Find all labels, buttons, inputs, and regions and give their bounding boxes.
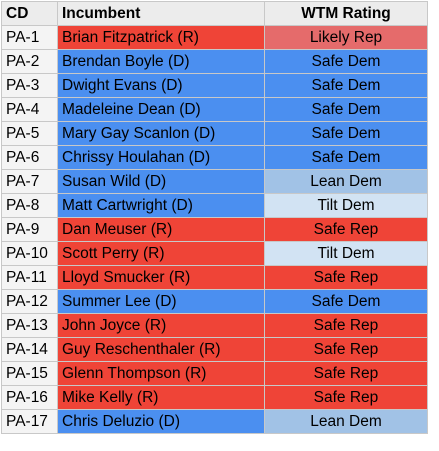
- incumbent-cell: Susan Wild (D): [57, 169, 265, 194]
- table-row: PA-7 Susan Wild (D) Lean Dem: [1, 169, 428, 194]
- incumbent-cell: Lloyd Smucker (R): [57, 265, 265, 290]
- district-cell: PA-15: [1, 361, 58, 386]
- incumbent-cell: Glenn Thompson (R): [57, 361, 265, 386]
- header-incumbent: Incumbent: [57, 1, 265, 26]
- table-row: PA-2 Brendan Boyle (D) Safe Dem: [1, 49, 428, 74]
- district-cell: PA-13: [1, 313, 58, 338]
- rating-cell: Safe Rep: [264, 337, 428, 362]
- table-row: PA-4 Madeleine Dean (D) Safe Dem: [1, 97, 428, 122]
- incumbent-cell: Brian Fitzpatrick (R): [57, 25, 265, 50]
- district-cell: PA-2: [1, 49, 58, 74]
- table-row: PA-1 Brian Fitzpatrick (R) Likely Rep: [1, 25, 428, 50]
- district-cell: PA-5: [1, 121, 58, 146]
- table-row: PA-14 Guy Reschenthaler (R) Safe Rep: [1, 337, 428, 362]
- table-row: PA-10 Scott Perry (R) Tilt Dem: [1, 241, 428, 266]
- rating-cell: Safe Dem: [264, 73, 428, 98]
- rating-cell: Safe Rep: [264, 217, 428, 242]
- incumbent-cell: Mike Kelly (R): [57, 385, 265, 410]
- rating-cell: Safe Rep: [264, 313, 428, 338]
- table-row: PA-11 Lloyd Smucker (R) Safe Rep: [1, 265, 428, 290]
- district-cell: PA-1: [1, 25, 58, 50]
- district-cell: PA-7: [1, 169, 58, 194]
- rating-cell: Safe Dem: [264, 97, 428, 122]
- rating-cell: Tilt Dem: [264, 241, 428, 266]
- district-cell: PA-11: [1, 265, 58, 290]
- incumbent-cell: Brendan Boyle (D): [57, 49, 265, 74]
- rating-cell: Safe Dem: [264, 49, 428, 74]
- header-cd: CD: [1, 1, 58, 26]
- table-row: PA-17 Chris Deluzio (D) Lean Dem: [1, 409, 428, 434]
- district-cell: PA-8: [1, 193, 58, 218]
- district-cell: PA-6: [1, 145, 58, 170]
- header-row: CD Incumbent WTM Rating: [1, 1, 428, 26]
- rating-cell: Likely Rep: [264, 25, 428, 50]
- incumbent-cell: Dwight Evans (D): [57, 73, 265, 98]
- table-row: PA-15 Glenn Thompson (R) Safe Rep: [1, 361, 428, 386]
- rating-cell: Safe Rep: [264, 265, 428, 290]
- rating-cell: Safe Rep: [264, 361, 428, 386]
- table-row: PA-16 Mike Kelly (R) Safe Rep: [1, 385, 428, 410]
- district-cell: PA-9: [1, 217, 58, 242]
- table-row: PA-9 Dan Meuser (R) Safe Rep: [1, 217, 428, 242]
- rating-cell: Safe Dem: [264, 145, 428, 170]
- rating-cell: Lean Dem: [264, 409, 428, 434]
- incumbent-cell: Mary Gay Scanlon (D): [57, 121, 265, 146]
- table-body: PA-1 Brian Fitzpatrick (R) Likely Rep PA-2 B…: [1, 25, 428, 434]
- table-row: PA-13 John Joyce (R) Safe Rep: [1, 313, 428, 338]
- header-rating: WTM Rating: [264, 1, 428, 26]
- district-cell: PA-17: [1, 409, 58, 434]
- incumbent-cell: Chrissy Houlahan (D): [57, 145, 265, 170]
- incumbent-cell: Matt Cartwright (D): [57, 193, 265, 218]
- table-row: PA-6 Chrissy Houlahan (D) Safe Dem: [1, 145, 428, 170]
- table-row: PA-3 Dwight Evans (D) Safe Dem: [1, 73, 428, 98]
- rating-cell: Safe Rep: [264, 385, 428, 410]
- district-cell: PA-12: [1, 289, 58, 314]
- incumbent-cell: Dan Meuser (R): [57, 217, 265, 242]
- incumbent-cell: Madeleine Dean (D): [57, 97, 265, 122]
- district-cell: PA-14: [1, 337, 58, 362]
- rating-cell: Lean Dem: [264, 169, 428, 194]
- rating-cell: Safe Dem: [264, 289, 428, 314]
- table-row: PA-5 Mary Gay Scanlon (D) Safe Dem: [1, 121, 428, 146]
- incumbent-cell: Summer Lee (D): [57, 289, 265, 314]
- table-header: CD Incumbent WTM Rating: [1, 1, 428, 26]
- district-cell: PA-10: [1, 241, 58, 266]
- table-row: PA-8 Matt Cartwright (D) Tilt Dem: [1, 193, 428, 218]
- incumbent-cell: John Joyce (R): [57, 313, 265, 338]
- district-cell: PA-16: [1, 385, 58, 410]
- incumbent-cell: Scott Perry (R): [57, 241, 265, 266]
- incumbent-cell: Guy Reschenthaler (R): [57, 337, 265, 362]
- incumbent-cell: Chris Deluzio (D): [57, 409, 265, 434]
- ratings-table: CD Incumbent WTM Rating PA-1 Brian Fitzpa…: [1, 1, 428, 434]
- rating-cell: Tilt Dem: [264, 193, 428, 218]
- district-cell: PA-4: [1, 97, 58, 122]
- table-row: PA-12 Summer Lee (D) Safe Dem: [1, 289, 428, 314]
- rating-cell: Safe Dem: [264, 121, 428, 146]
- district-cell: PA-3: [1, 73, 58, 98]
